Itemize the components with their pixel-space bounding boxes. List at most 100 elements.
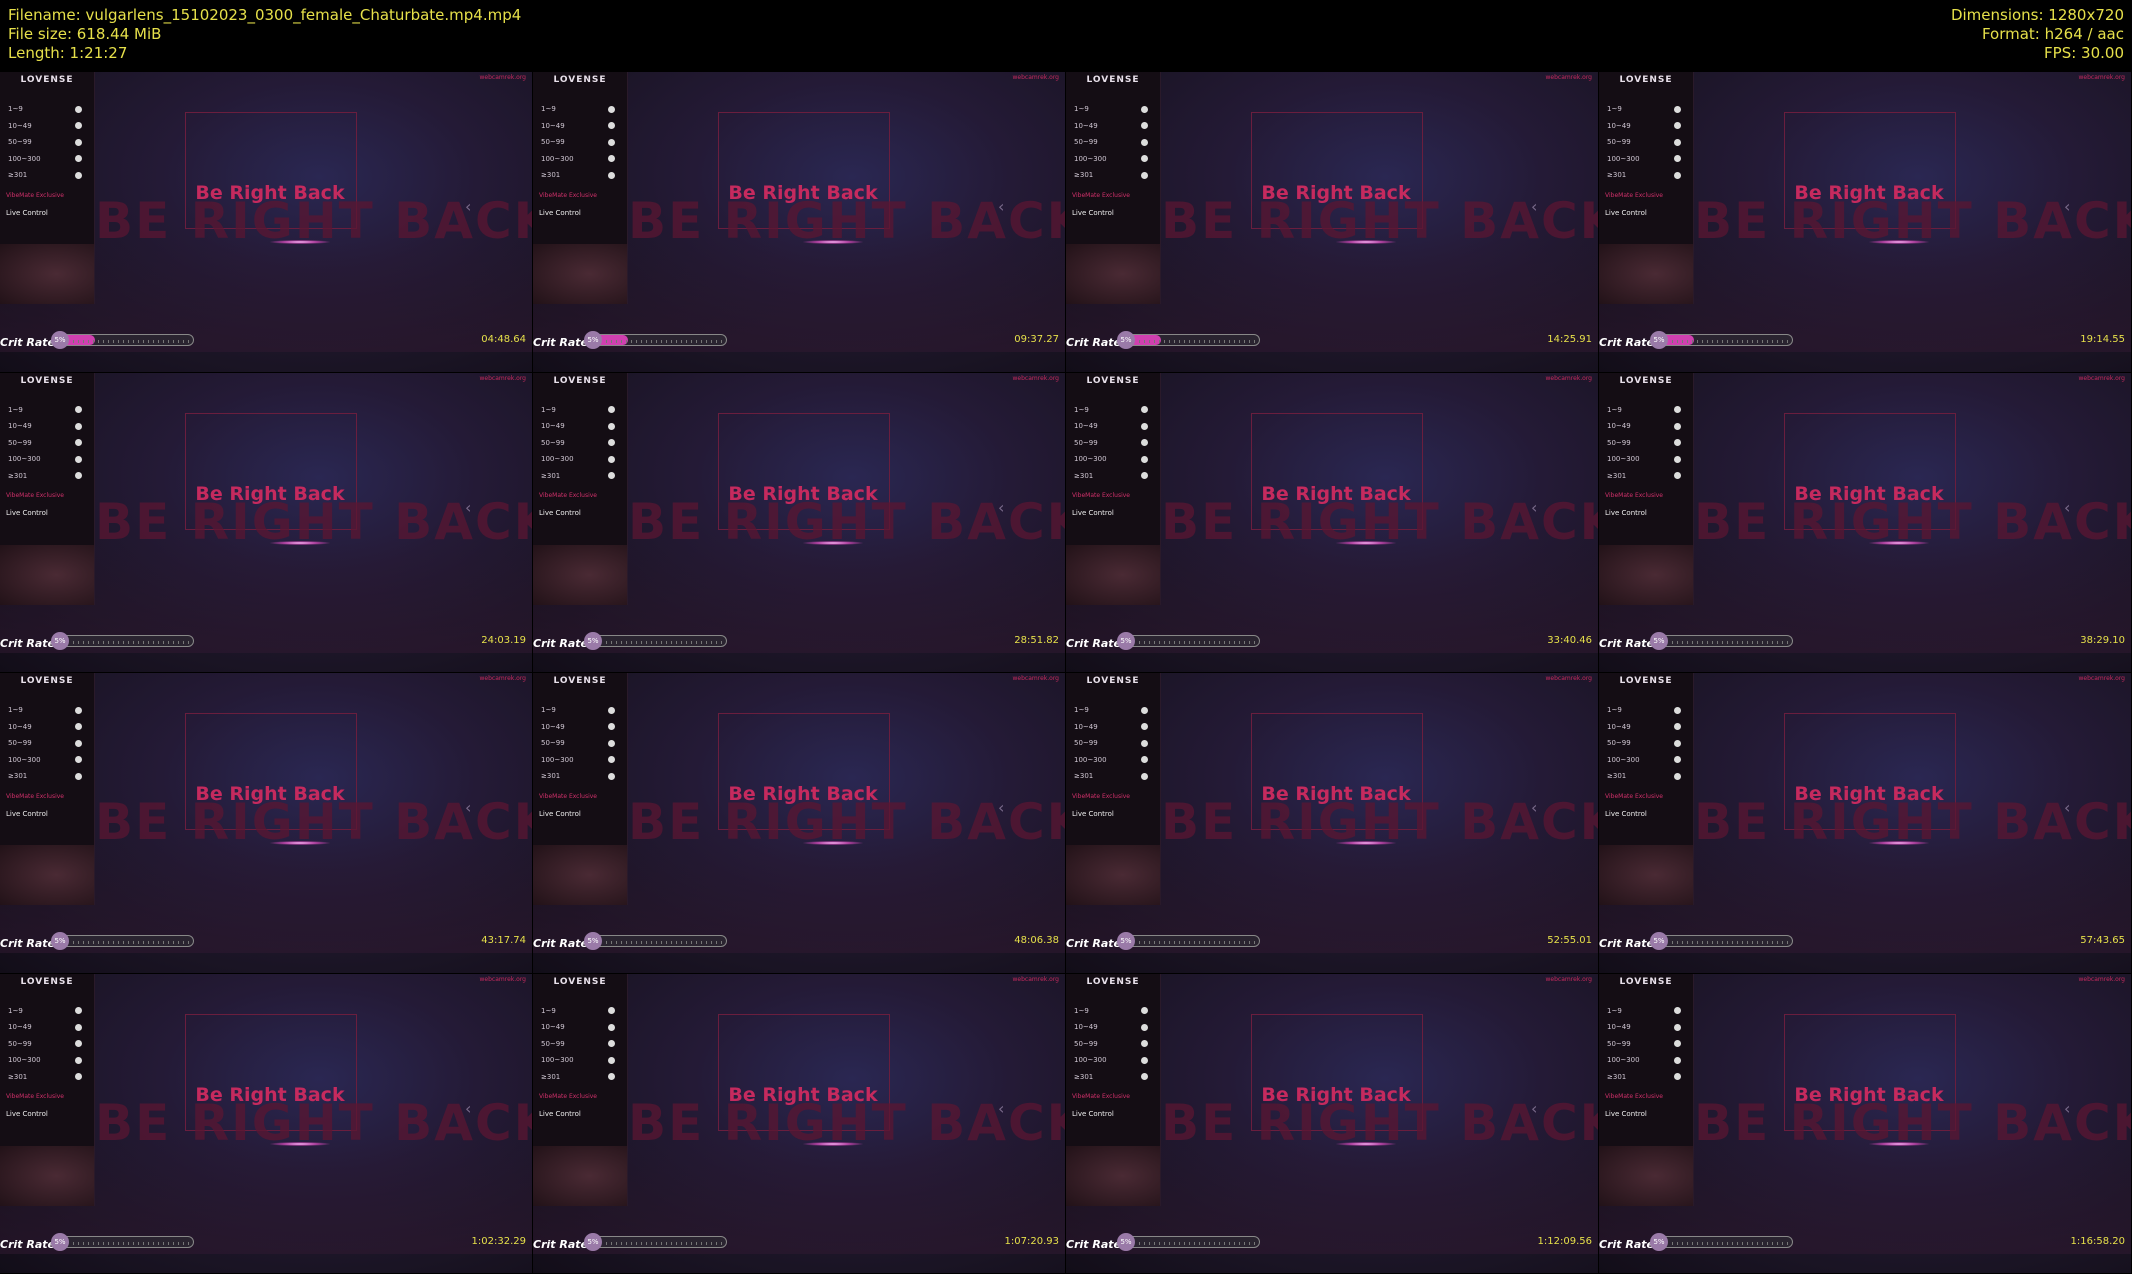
tip-level-label: 100~300 [1074, 455, 1107, 464]
tip-level-row: ≥301 [533, 468, 627, 485]
lovense-logo: LOVENSE [1619, 976, 1673, 987]
tip-level-list: 1~9 10~49 50~99 100~300 ≥301 [1066, 402, 1160, 485]
tip-level-list: 1~9 10~49 50~99 100~300 ≥301 [0, 402, 94, 485]
vibration-icon [1674, 1073, 1681, 1081]
vibration-icon [608, 706, 615, 714]
video-thumbnail[interactable]: BE RIGHT BACK Be Right Back ‹ webcamrek.… [1599, 72, 2132, 373]
vibration-icon [75, 122, 82, 130]
vibration-icon [1141, 1056, 1148, 1064]
tip-level-row: 100~300 [533, 451, 627, 468]
tip-level-row: 1~9 [533, 702, 627, 719]
live-control-label: Live Control [1072, 509, 1114, 517]
tip-level-row: 100~300 [1599, 451, 1693, 468]
video-thumbnail[interactable]: BE RIGHT BACK Be Right Back ‹ webcamrek.… [0, 372, 533, 673]
video-thumbnail[interactable]: BE RIGHT BACK Be Right Back ‹ webcamrek.… [1599, 973, 2132, 1274]
video-thumbnail[interactable]: BE RIGHT BACK Be Right Back ‹ webcamrek.… [1066, 973, 1599, 1274]
tip-level-label: 10~49 [1074, 121, 1098, 130]
panel-icons-row [1066, 386, 1160, 402]
lovense-logo: LOVENSE [1086, 75, 1140, 85]
vibemate-label: VibeMate Exclusive [539, 191, 597, 199]
chevron-left-icon: ‹ [465, 497, 472, 517]
tip-level-label: 100~300 [541, 755, 574, 764]
slider-knob: 5% [51, 331, 69, 349]
tip-level-label: 1~9 [1074, 405, 1089, 414]
tip-level-row: 1~9 [533, 1003, 627, 1020]
video-thumbnail[interactable]: BE RIGHT BACK Be Right Back ‹ webcamrek.… [0, 973, 533, 1274]
tip-level-label: 50~99 [1074, 138, 1098, 147]
tip-level-label: 50~99 [8, 438, 32, 447]
crit-rate-label: Crit Rate [0, 1237, 55, 1251]
video-thumbnail[interactable]: BE RIGHT BACK Be Right Back ‹ webcamrek.… [0, 72, 533, 373]
video-thumbnail[interactable]: BE RIGHT BACK Be Right Back ‹ webcamrek.… [533, 72, 1066, 373]
timestamp: 33:40.46 [1547, 634, 1592, 646]
lovense-panel: LOVENSE 1~9 10~49 50~99 100~300 ≥301 VibeMat… [533, 72, 628, 304]
tip-level-label: 50~99 [1074, 438, 1098, 447]
tip-level-label: ≥301 [1607, 1072, 1627, 1081]
video-thumbnail[interactable]: BE RIGHT BACK Be Right Back ‹ webcamrek.… [1066, 72, 1599, 373]
neon-frame [1251, 412, 1423, 530]
vibration-icon [608, 455, 615, 463]
crit-rate-label: Crit Rate [0, 937, 55, 950]
tip-level-row: 10~49 [533, 719, 627, 736]
watermark: webcamrek.org [1012, 675, 1059, 682]
vibration-icon [608, 1040, 615, 1048]
tip-level-row: 50~99 [1599, 1036, 1693, 1053]
tip-level-row: 50~99 [1066, 735, 1160, 752]
tip-level-row: 1~9 [533, 402, 627, 419]
tip-level-row: 50~99 [533, 735, 627, 752]
tip-level-row: 50~99 [0, 435, 94, 452]
video-thumbnail[interactable]: BE RIGHT BACK Be Right Back ‹ webcamrek.… [0, 673, 533, 974]
be-right-back-text: Be Right Back [195, 1083, 345, 1106]
vibration-icon [1674, 739, 1681, 747]
tip-level-label: ≥301 [1074, 772, 1094, 781]
vibration-icon [1141, 171, 1148, 179]
neon-frame [185, 112, 357, 229]
vibration-icon [75, 406, 82, 414]
panel-icons-row [0, 85, 94, 101]
tip-level-list: 1~9 10~49 50~99 100~300 ≥301 [1599, 1003, 1693, 1086]
tip-level-row: 50~99 [0, 134, 94, 151]
watermark: webcamrek.org [1012, 374, 1059, 382]
tip-level-label: 10~49 [1074, 422, 1098, 431]
chevron-left-icon: ‹ [2064, 1098, 2071, 1118]
video-thumbnail[interactable]: BE RIGHT BACK Be Right Back ‹ webcamrek.… [1066, 673, 1599, 974]
video-thumbnail[interactable]: BE RIGHT BACK Be Right Back ‹ webcamrek.… [533, 973, 1066, 1274]
lovense-panel: LOVENSE 1~9 10~49 50~99 100~300 ≥301 VibeMat… [1599, 673, 1694, 905]
timestamp: 57:43.65 [2080, 935, 2125, 946]
light-glow [803, 240, 863, 244]
vibration-icon [1141, 739, 1148, 747]
tip-level-list: 1~9 10~49 50~99 100~300 ≥301 [1599, 402, 1693, 485]
vibration-icon [75, 1073, 82, 1081]
tip-level-row: 1~9 [1599, 702, 1693, 719]
live-control-label: Live Control [539, 809, 581, 818]
neon-frame [1251, 112, 1423, 229]
video-thumbnail[interactable]: BE RIGHT BACK Be Right Back ‹ webcamrek.… [1599, 372, 2132, 673]
vibemate-label: VibeMate Exclusive [539, 1093, 597, 1100]
slider-ticks [1672, 340, 1788, 343]
slider-ticks [1139, 340, 1255, 343]
vibration-icon [75, 1023, 82, 1031]
tip-level-row: ≥301 [1066, 468, 1160, 485]
vibration-icon [1674, 138, 1681, 146]
crit-rate-slider: 5% [1650, 1232, 1793, 1251]
lovense-logo: LOVENSE [1086, 676, 1140, 686]
live-control-label: Live Control [6, 809, 48, 818]
be-right-back-text: Be Right Back [1261, 182, 1411, 204]
light-glow [270, 240, 330, 244]
vibration-icon [1141, 756, 1148, 764]
video-thumbnail[interactable]: BE RIGHT BACK Be Right Back ‹ webcamrek.… [533, 673, 1066, 974]
tip-level-label: ≥301 [541, 772, 561, 781]
crit-rate-slider: 5% [51, 932, 194, 950]
vibration-icon [1674, 472, 1681, 480]
vibration-icon [75, 1056, 82, 1064]
crit-rate-slider: 5% [584, 331, 727, 349]
neon-frame [1784, 112, 1956, 229]
video-thumbnail[interactable]: BE RIGHT BACK Be Right Back ‹ webcamrek.… [1599, 673, 2132, 974]
video-thumbnail[interactable]: BE RIGHT BACK Be Right Back ‹ webcamrek.… [1066, 372, 1599, 673]
vibemate-label: VibeMate Exclusive [6, 191, 64, 199]
tip-level-label: 1~9 [541, 706, 556, 715]
slider-knob: 5% [1117, 331, 1135, 349]
vibration-icon [1674, 1007, 1681, 1015]
video-thumbnail[interactable]: BE RIGHT BACK Be Right Back ‹ webcamrek.… [533, 372, 1066, 673]
timestamp: 09:37.27 [1014, 334, 1059, 345]
